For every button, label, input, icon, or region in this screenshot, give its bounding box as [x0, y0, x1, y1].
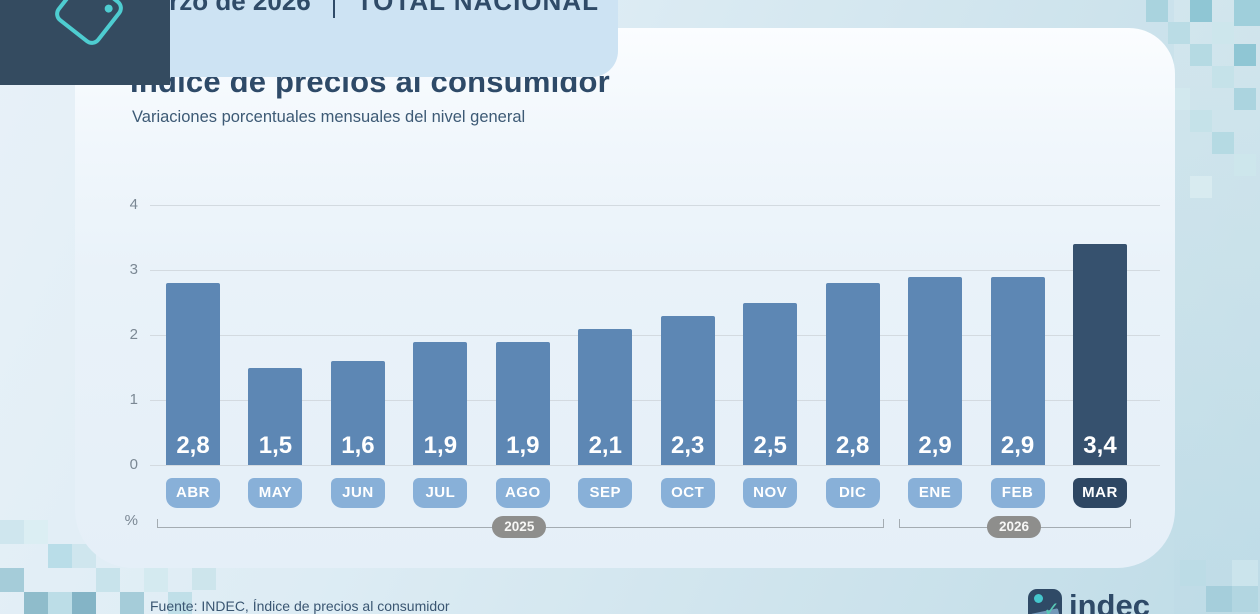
- month-chip-sep: SEP: [578, 478, 633, 508]
- header-separator: [332, 0, 335, 18]
- gridline-3: [150, 270, 1160, 271]
- bar-ago: 1,9: [495, 341, 550, 465]
- bar-value-label: 3,4: [1083, 432, 1117, 459]
- bar-value-label: 2,9: [1000, 432, 1035, 459]
- bar-column-sep: 2,1 SEP: [578, 328, 633, 508]
- report-region: TOTAL NACIONAL: [356, 0, 599, 16]
- bar-column-oct: 2,3 OCT: [660, 315, 715, 508]
- bar-abr: 2,8: [166, 283, 220, 465]
- y-tick-label-4: 4: [129, 196, 138, 213]
- brand-corner: [0, 0, 170, 85]
- bar-column-abr: 2,8 ABR: [166, 283, 220, 508]
- month-chip-jul: JUL: [413, 478, 468, 508]
- gridline-1: [150, 400, 1160, 401]
- bar-column-feb: 2,9 FEB: [990, 276, 1045, 508]
- bar-column-ene: 2,9 ENE: [908, 276, 963, 508]
- indec-logo-text: indec: [1069, 588, 1150, 614]
- gridline-0: [150, 465, 1160, 466]
- indec-logo-icon: ✓: [1028, 589, 1062, 614]
- bar-nov: 2,5: [743, 302, 798, 465]
- bar-dic: 2,8: [825, 283, 880, 465]
- month-chip-ene: ENE: [908, 478, 963, 508]
- bar-column-dic: 2,8 DIC: [825, 283, 880, 508]
- bars-row: 2,8 ABR 1,5 MAY 1,6 JUN 1,9 JUL 1,9 AGO 2,1 SEP 2,3 O…: [166, 205, 1127, 508]
- plot-area: % 4 3 2 1 0 2,8 ABR 1,5 MAY 1,6 JUN 1,9 JUL 1,9 AGO 2,1…: [125, 196, 1160, 538]
- month-chip-ago: AGO: [495, 478, 550, 508]
- bar-value-label: 1,9: [506, 432, 540, 459]
- bar-column-jun: 1,6 JUN: [330, 361, 385, 508]
- bar-column-ago: 1,9 AGO: [495, 341, 550, 508]
- month-chip-nov: NOV: [743, 478, 798, 508]
- chart-card: Índice de precios al consumidor Variacio…: [75, 28, 1175, 568]
- y-axis-unit-label: %: [124, 512, 138, 529]
- indec-logo: ✓ indec: [1028, 589, 1150, 614]
- bar-value-label: 2,5: [753, 432, 787, 459]
- month-chip-oct: OCT: [660, 478, 715, 508]
- bar-column-nov: 2,5 NOV: [743, 302, 798, 508]
- bar-column-jul: 1,9 JUL: [413, 341, 468, 508]
- page-subtitle: Variaciones porcentuales mensuales del n…: [132, 108, 526, 126]
- bar-value-label: 2,1: [588, 432, 622, 459]
- year-pill-2025: 2025: [492, 516, 547, 538]
- month-chip-may: MAY: [248, 478, 303, 508]
- bar-mar: 3,4: [1072, 244, 1127, 465]
- bar-value-label: 1,6: [341, 432, 375, 459]
- bar-may: 1,5: [248, 367, 303, 465]
- y-tick-label-2: 2: [129, 326, 138, 343]
- month-chip-abr: ABR: [166, 478, 220, 508]
- gridline-4: [150, 205, 1160, 206]
- bar-sep: 2,1: [578, 328, 633, 465]
- year-pill-2026: 2026: [987, 516, 1042, 538]
- report-period: Marzo de 2026: [133, 0, 311, 16]
- bar-column-may: 1,5 MAY: [248, 367, 303, 508]
- month-chip-jun: JUN: [330, 478, 385, 508]
- bar-jun: 1,6: [330, 361, 385, 465]
- price-tag-icon: [51, 0, 127, 49]
- bar-value-label: 2,8: [176, 432, 210, 459]
- bar-oct: 2,3: [660, 315, 715, 465]
- bar-value-label: 2,3: [671, 432, 705, 459]
- bar-value-label: 1,5: [258, 432, 293, 459]
- month-chip-dic: DIC: [825, 478, 880, 508]
- bar-value-label: 1,9: [423, 432, 458, 459]
- bar-value-label: 2,9: [918, 432, 952, 459]
- source-note: Fuente: INDEC, Índice de precios al cons…: [150, 598, 450, 614]
- y-tick-label-0: 0: [129, 456, 138, 473]
- y-tick-label-3: 3: [129, 261, 138, 278]
- y-tick-label-1: 1: [129, 391, 138, 408]
- header-band-text: Marzo de 2026 TOTAL NACIONAL: [133, 0, 599, 18]
- month-chip-mar: MAR: [1072, 478, 1127, 508]
- bar-feb: 2,9: [990, 276, 1045, 465]
- bar-value-label: 2,8: [835, 432, 870, 459]
- bar-ene: 2,9: [908, 276, 963, 465]
- gridline-2: [150, 335, 1160, 336]
- bar-column-mar: 3,4 MAR: [1072, 244, 1127, 508]
- bar-jul: 1,9: [413, 341, 468, 465]
- month-chip-feb: FEB: [990, 478, 1045, 508]
